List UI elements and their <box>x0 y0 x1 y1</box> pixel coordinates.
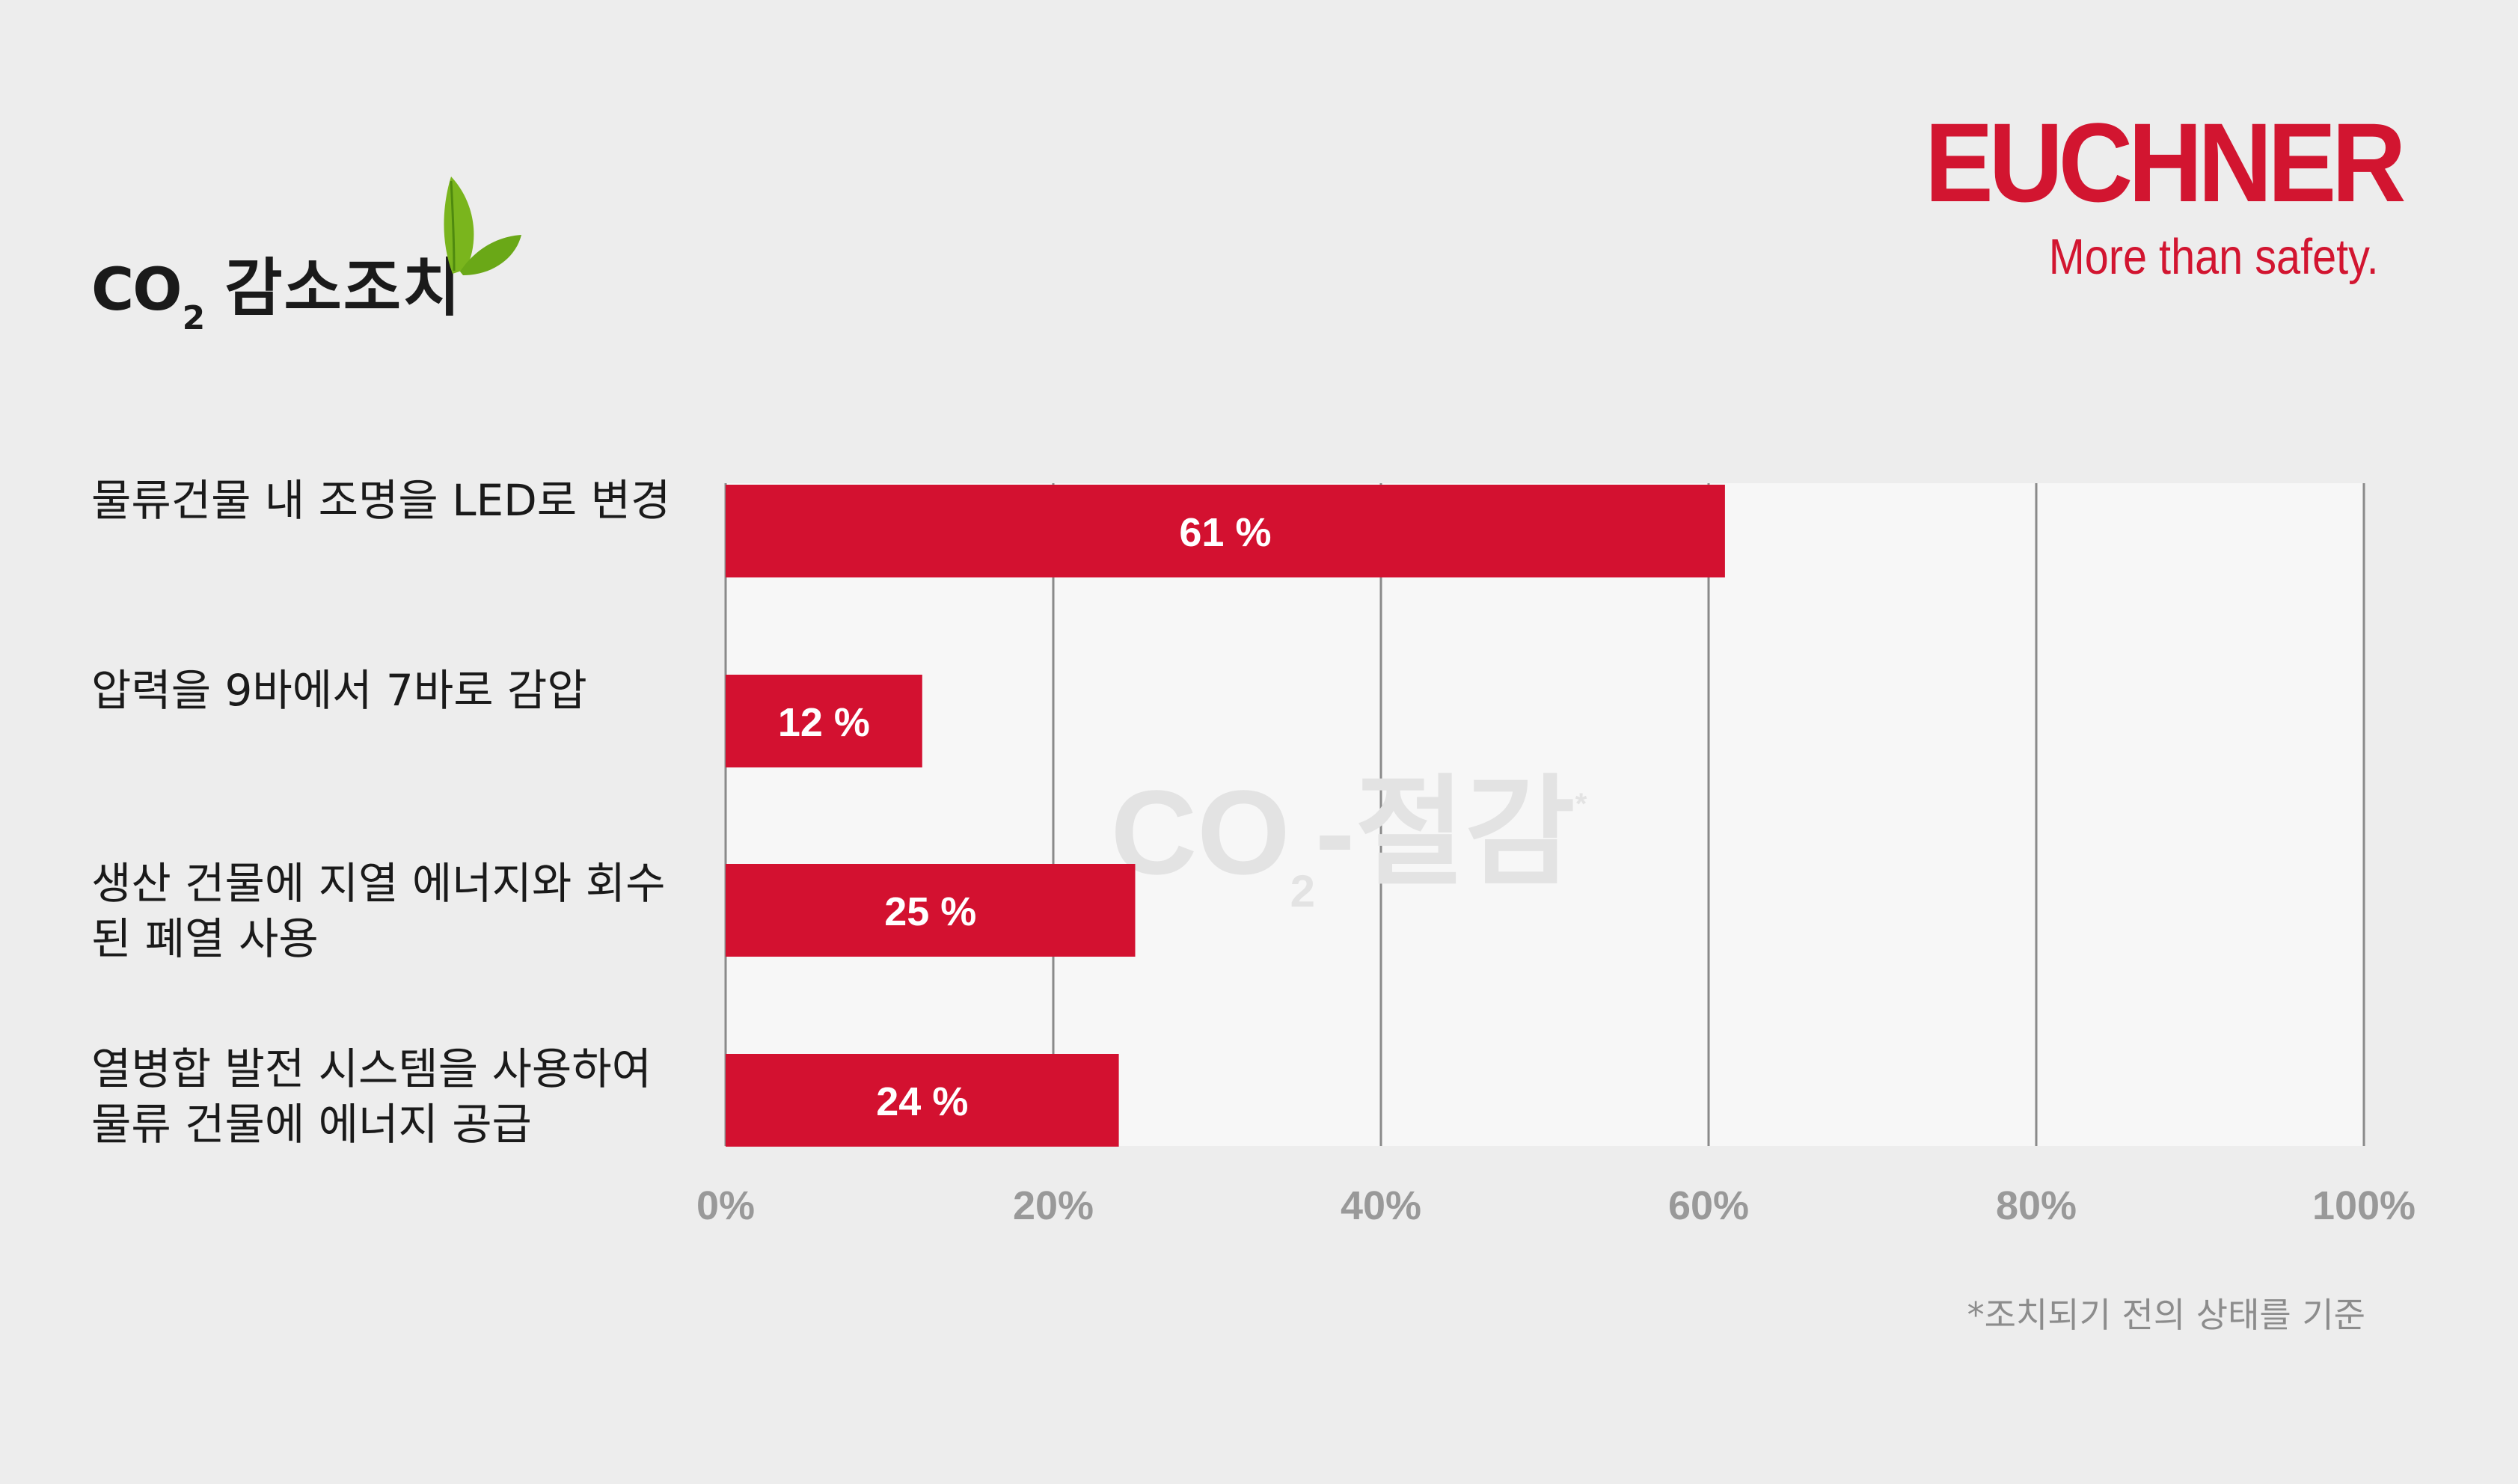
category-label-line: 압력을 9바에서 7바로 감압 <box>91 665 587 716</box>
x-tick-label: 0% <box>696 1183 755 1228</box>
category-label: 물류건물 내 조명을 LED로 변경 <box>91 473 712 528</box>
bar <box>726 1054 1119 1147</box>
category-label: 압력을 9바에서 7바로 감압 <box>91 663 712 718</box>
category-label-line: 된 폐열 사용 <box>91 913 319 964</box>
axis-label-watermark: CO2-절감* <box>1111 765 1587 916</box>
bar <box>726 675 922 767</box>
title-korean: 감소조치 <box>224 251 462 325</box>
plot-area <box>726 483 2364 1146</box>
x-tick-label: 20% <box>1013 1183 1094 1228</box>
brand-tagline: More than safety. <box>2049 229 2379 285</box>
bar <box>726 485 1725 577</box>
category-label-line: 물류 건물에 에너지 공급 <box>91 1099 532 1150</box>
x-tick-label: 80% <box>1996 1183 2077 1228</box>
category-label-line: 물류건물 내 조명을 LED로 변경 <box>91 475 671 526</box>
title-co: CO <box>91 257 183 324</box>
gridlines <box>724 483 2365 1146</box>
x-tick-label: 60% <box>1668 1183 1749 1228</box>
x-tick-label: 40% <box>1341 1183 1421 1228</box>
category-label-line: 생산 건물에 지열 에너지와 회수 <box>91 858 666 909</box>
page-title: CO 2 감소조치 <box>91 238 462 337</box>
bar-data-label: 12 % <box>778 700 870 745</box>
x-tick-label: 100% <box>2312 1183 2416 1228</box>
axis-label-mark: * <box>1575 788 1587 821</box>
leaf-icon <box>444 177 521 275</box>
category-label: 열병합 발전 시스템을 사용하여 물류 건물에 에너지 공급 <box>91 1041 712 1152</box>
brand-logo: EUCHNER <box>1924 99 2407 225</box>
x-axis-ticks: 0% 20% 40% 60% 80% 100% <box>696 1183 2416 1228</box>
axis-label-main: CO <box>1111 765 1290 899</box>
bars: 61 % 12 % 25 % 24 % <box>726 485 1725 1147</box>
bar <box>726 864 1136 957</box>
category-label: 생산 건물에 지열 에너지와 회수 된 폐열 사용 <box>91 856 712 966</box>
category-label-line: 열병합 발전 시스템을 사용하여 <box>91 1043 652 1094</box>
bar-data-label: 24 % <box>876 1079 968 1124</box>
axis-label-tail: -절감 <box>1315 765 1575 899</box>
bar-data-label: 61 % <box>1179 510 1271 555</box>
bar-data-label: 25 % <box>884 889 976 934</box>
title-subscript: 2 <box>182 299 206 337</box>
axis-label-sub: 2 <box>1290 866 1315 916</box>
footnote: *조치되기 전의 상태를 기준 <box>1967 1295 2365 1335</box>
